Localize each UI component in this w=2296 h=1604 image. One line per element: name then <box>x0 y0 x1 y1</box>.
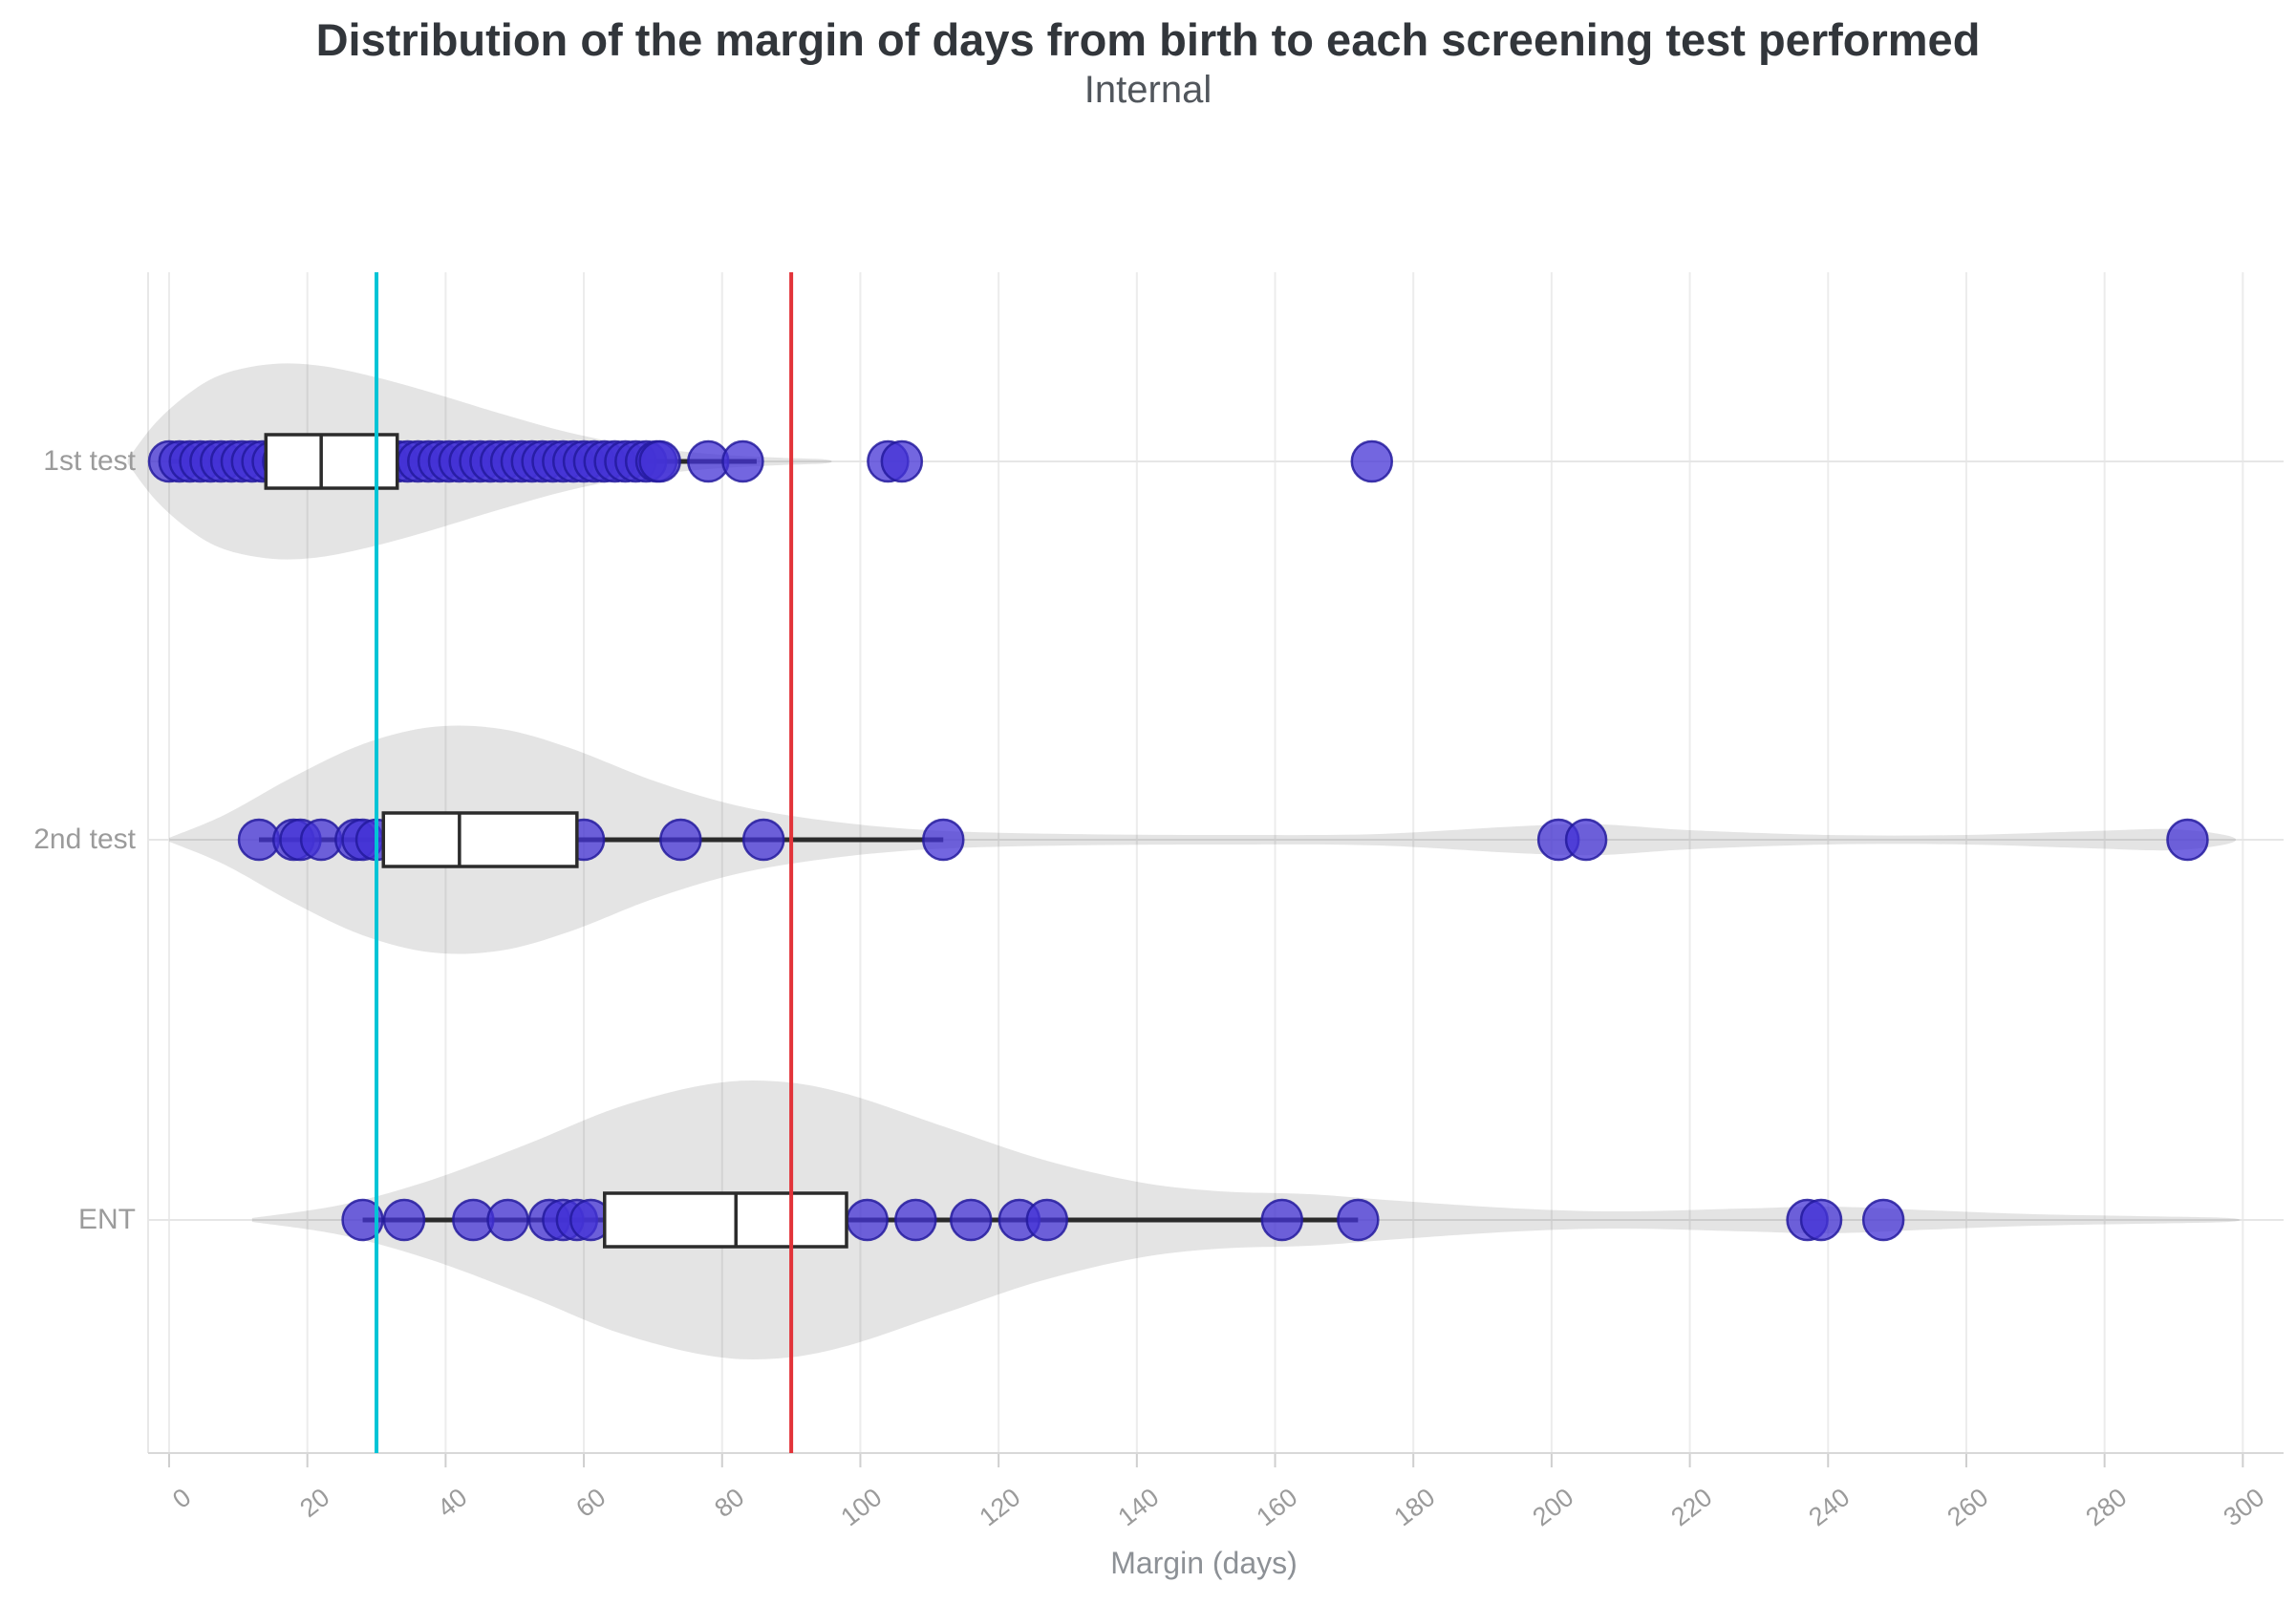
data-point <box>949 1198 993 1242</box>
data-point <box>741 818 785 862</box>
data-point <box>2166 818 2209 862</box>
data-point <box>486 1198 529 1242</box>
data-point <box>894 1198 937 1242</box>
data-point <box>1025 1198 1069 1242</box>
data-point <box>846 1198 889 1242</box>
data-point <box>1337 1198 1380 1242</box>
box-3 <box>603 1191 848 1249</box>
data-point <box>382 1198 426 1242</box>
y-axis-label-3: ENT <box>78 1204 136 1235</box>
data-point <box>341 1198 384 1242</box>
data-point <box>1799 1198 1843 1242</box>
data-point <box>659 818 702 862</box>
y-axis-label-1: 1st test <box>43 445 136 477</box>
y-axis-label-2: 2nd test <box>33 823 136 855</box>
data-point <box>1564 818 1608 862</box>
data-point <box>638 439 681 483</box>
data-point <box>1861 1198 1905 1242</box>
data-point <box>880 439 924 483</box>
data-point <box>922 818 965 862</box>
data-point <box>721 439 764 483</box>
box-2 <box>381 811 579 868</box>
chart-subtitle: Internal <box>1084 69 1212 111</box>
chart-title: Distribution of the margin of days from … <box>315 14 1981 65</box>
violin-2 <box>169 725 2237 954</box>
x-axis-title: Margin (days) <box>1110 1546 1298 1580</box>
data-point <box>1350 439 1394 483</box>
data-point <box>1260 1198 1304 1242</box>
